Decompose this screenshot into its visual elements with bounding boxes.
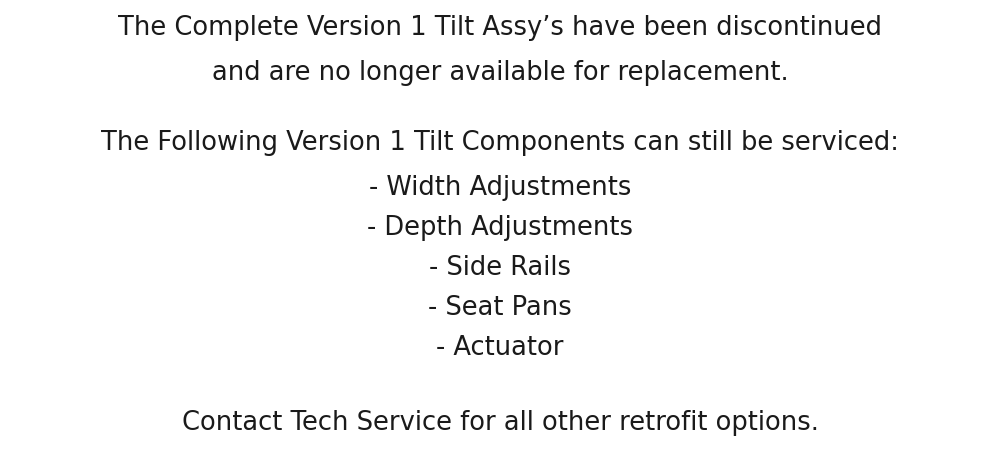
Text: - Depth Adjustments: - Depth Adjustments (367, 215, 633, 241)
Text: - Seat Pans: - Seat Pans (428, 295, 572, 321)
Text: - Actuator: - Actuator (436, 335, 564, 361)
Text: - Width Adjustments: - Width Adjustments (369, 175, 631, 201)
Text: The Complete Version 1 Tilt Assy’s have been discontinued: The Complete Version 1 Tilt Assy’s have … (118, 15, 882, 41)
Text: - Side Rails: - Side Rails (429, 255, 571, 281)
Text: The Following Version 1 Tilt Components can still be serviced:: The Following Version 1 Tilt Components … (101, 130, 899, 156)
Text: Contact Tech Service for all other retrofit options.: Contact Tech Service for all other retro… (182, 410, 818, 436)
Text: and are no longer available for replacement.: and are no longer available for replacem… (212, 60, 788, 86)
